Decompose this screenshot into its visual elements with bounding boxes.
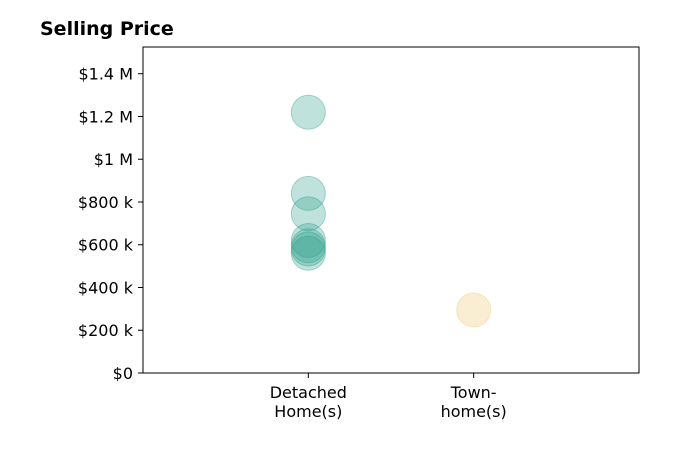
x-tick-label: Town- bbox=[450, 383, 497, 402]
data-point bbox=[290, 175, 326, 211]
x-tick-label: Home(s) bbox=[274, 402, 342, 421]
data-points bbox=[290, 94, 492, 328]
data-point bbox=[456, 292, 492, 328]
data-point bbox=[290, 196, 326, 232]
y-tick-label: $800 k bbox=[78, 193, 134, 212]
data-point bbox=[290, 228, 326, 264]
data-point bbox=[290, 94, 326, 130]
y-tick-label: $1 M bbox=[94, 150, 133, 169]
x-tick-label: Detached bbox=[270, 383, 347, 402]
y-tick-label: $0 bbox=[113, 364, 133, 383]
data-point bbox=[290, 231, 326, 267]
y-tick-label: $1.4 M bbox=[78, 65, 133, 84]
y-tick-label: $400 k bbox=[78, 278, 134, 297]
y-tick-label: $200 k bbox=[78, 321, 134, 340]
data-point bbox=[290, 222, 326, 258]
y-tick-label: $600 k bbox=[78, 236, 134, 255]
y-axis: $0 $200 k $400 k $600 k $800 k $1 M $1.2 M $1.4… bbox=[78, 65, 143, 383]
chart-title: Selling Price bbox=[40, 18, 174, 40]
data-point bbox=[290, 235, 326, 271]
plot-area-frame bbox=[142, 46, 640, 374]
x-tick-label: home(s) bbox=[441, 402, 507, 421]
y-tick-label: $1.2 M bbox=[78, 107, 133, 126]
